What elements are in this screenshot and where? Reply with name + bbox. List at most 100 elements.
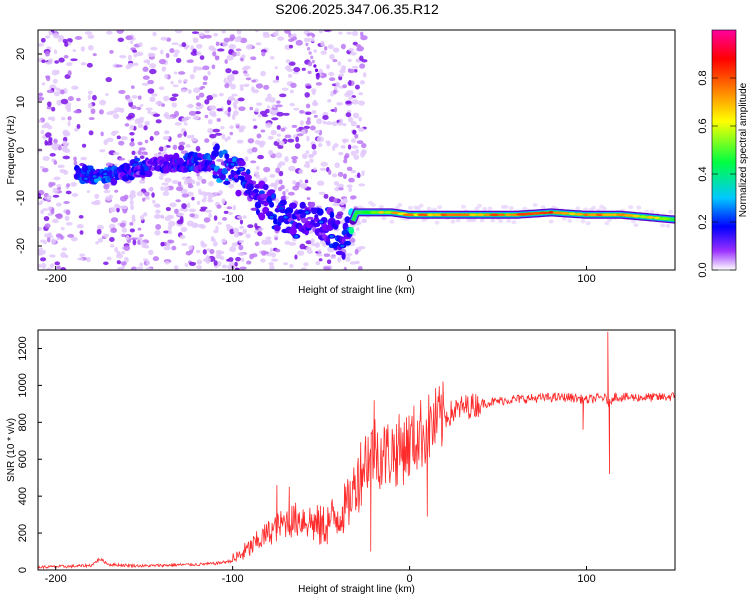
spectrogram-noise-blob: [47, 58, 54, 63]
spectrogram-noise-blob: [76, 224, 84, 229]
spectrogram-noise-blob: [131, 95, 138, 99]
spectrogram-noise-blob: [277, 163, 282, 169]
spectrogram-noise-blob: [125, 235, 130, 241]
spectrogram-noise-blob: [351, 65, 359, 69]
colorbar-tick-label: 0.8: [697, 70, 709, 85]
spectrogram-noise-blob: [282, 191, 286, 196]
spectrogram-noise-blob: [168, 230, 172, 235]
spectrogram-ridge-blob: [221, 168, 229, 175]
spectrogram-noise-blob: [301, 267, 307, 270]
spectrogram-noise-blob: [135, 51, 144, 57]
spectrogram-noise-blob: [72, 49, 77, 53]
spectrogram-noise-blob: [164, 73, 168, 79]
spectrogram-noise-blob: [123, 256, 129, 263]
spectrogram-ridge-core: [134, 157, 141, 162]
spectrogram-noise-blob: [74, 36, 83, 40]
spectrogram-ridge-blob: [329, 211, 335, 219]
spectrogram-noise-blob: [56, 184, 62, 188]
spectrogram-noise-blob: [329, 53, 335, 60]
spectrogram-noise-blob: [144, 245, 150, 249]
spectrogram-noise-blob: [212, 47, 217, 52]
spectrogram-noise-blob: [144, 139, 149, 144]
spectrogram-noise-blob: [338, 187, 344, 191]
spectrogram-noise-blob: [357, 266, 363, 270]
snr-ytick-label: 600: [17, 450, 29, 468]
spectrogram-haze-blob: [668, 209, 674, 214]
spectrogram-noise-blob: [116, 30, 124, 34]
spectrogram-noise-blob: [146, 259, 150, 266]
spectrogram-noise-blob: [207, 199, 214, 203]
spectrogram-noise-blob: [90, 108, 96, 115]
spectrogram-noise-blob: [106, 137, 114, 143]
spectrogram-noise-blob: [226, 74, 234, 81]
spectrogram-haze-blob: [644, 209, 650, 214]
spectrogram-ylabel: Frequency (Hz): [6, 116, 17, 185]
spectrogram-noise-blob: [70, 182, 77, 187]
spectrogram-band-core: [623, 214, 635, 217]
spectrogram-noise-blob: [103, 183, 110, 190]
spectrogram-noise-blob: [310, 37, 315, 43]
spectrogram-noise-blob: [118, 140, 125, 146]
spectrogram-noise-blob: [58, 57, 65, 63]
spectrogram-noise-blob: [163, 95, 170, 102]
spectrogram-noise-blob: [311, 143, 317, 150]
spectrogram-haze-blob: [561, 216, 567, 221]
spectrogram-noise-blob: [118, 89, 126, 95]
spectrogram-band-core: [560, 212, 571, 215]
spectrogram-noise-blob: [226, 99, 232, 106]
spectrogram-noise-blob: [322, 120, 327, 125]
spectrogram-noise-blob: [94, 193, 100, 199]
spectrogram-noise-blob: [290, 82, 297, 89]
spectrogram-ridge-blob: [259, 193, 268, 199]
spectrogram-noise-blob: [227, 96, 235, 101]
spectrogram-noise-blob: [41, 167, 49, 173]
spectrogram-noise-blob: [240, 57, 244, 62]
spectrogram-ridge-core: [83, 177, 88, 181]
spectrogram-noise-blob: [289, 89, 294, 94]
spectrogram-streak-blob: [305, 42, 309, 47]
spectrogram-noise-blob: [42, 208, 49, 211]
spectrogram-noise-blob: [170, 215, 174, 220]
spectrogram-noise-blob: [361, 170, 365, 177]
spectrogram-haze-blob: [567, 218, 573, 223]
spectrogram-noise-blob: [131, 150, 136, 156]
snr-ytick-label: 400: [17, 487, 29, 505]
spectrogram-noise-blob: [80, 46, 86, 52]
spectrogram-noise-blob: [301, 67, 306, 71]
spectrogram-noise-blob: [171, 102, 177, 108]
spectrogram-noise-blob: [152, 199, 156, 204]
spectrogram-noise-blob: [49, 84, 57, 91]
snr-xtick-label: 100: [577, 573, 595, 585]
spectrogram-ridge-blob: [110, 177, 118, 186]
spectrogram-noise-blob: [153, 130, 160, 136]
spectrogram-noise-blob: [265, 122, 272, 128]
spectrogram-noise-blob: [60, 252, 67, 258]
spectrogram-noise-blob: [118, 157, 126, 161]
spectrogram-noise-blob: [275, 152, 283, 159]
spectrogram-noise-blob: [245, 233, 251, 239]
spectrogram-noise-blob: [186, 220, 194, 227]
spectrogram-noise-blob: [52, 194, 60, 198]
spectrogram-noise-blob: [221, 216, 228, 221]
spectrogram-noise-blob: [337, 256, 342, 263]
spectrogram-noise-blob: [116, 260, 121, 265]
spectrogram-noise-blob: [332, 202, 340, 207]
spectrogram-band-core: [601, 213, 615, 217]
spectrogram-noise-blob: [61, 247, 68, 251]
spectrogram-noise-blob: [109, 208, 113, 213]
spectrogram-haze-blob: [665, 223, 671, 228]
spectrogram-noise-blob: [292, 159, 297, 164]
spectrogram-noise-blob: [305, 120, 311, 125]
spectrogram-noise-blob: [95, 241, 99, 245]
spectrogram-noise-blob: [175, 186, 183, 192]
spectrogram-noise-blob: [111, 217, 119, 223]
spectrogram-ridge-blob: [343, 240, 352, 246]
spectrogram-noise-blob: [178, 141, 186, 146]
spectrogram-haze-blob: [434, 220, 440, 225]
spectrogram-noise-blob: [79, 253, 85, 257]
spectrogram-noise-blob: [192, 37, 199, 44]
spectrogram-noise-blob: [358, 183, 366, 187]
spectrogram-noise-blob: [119, 54, 127, 59]
spectrogram-haze-blob: [508, 206, 514, 211]
spectrogram-noise-blob: [187, 89, 192, 94]
